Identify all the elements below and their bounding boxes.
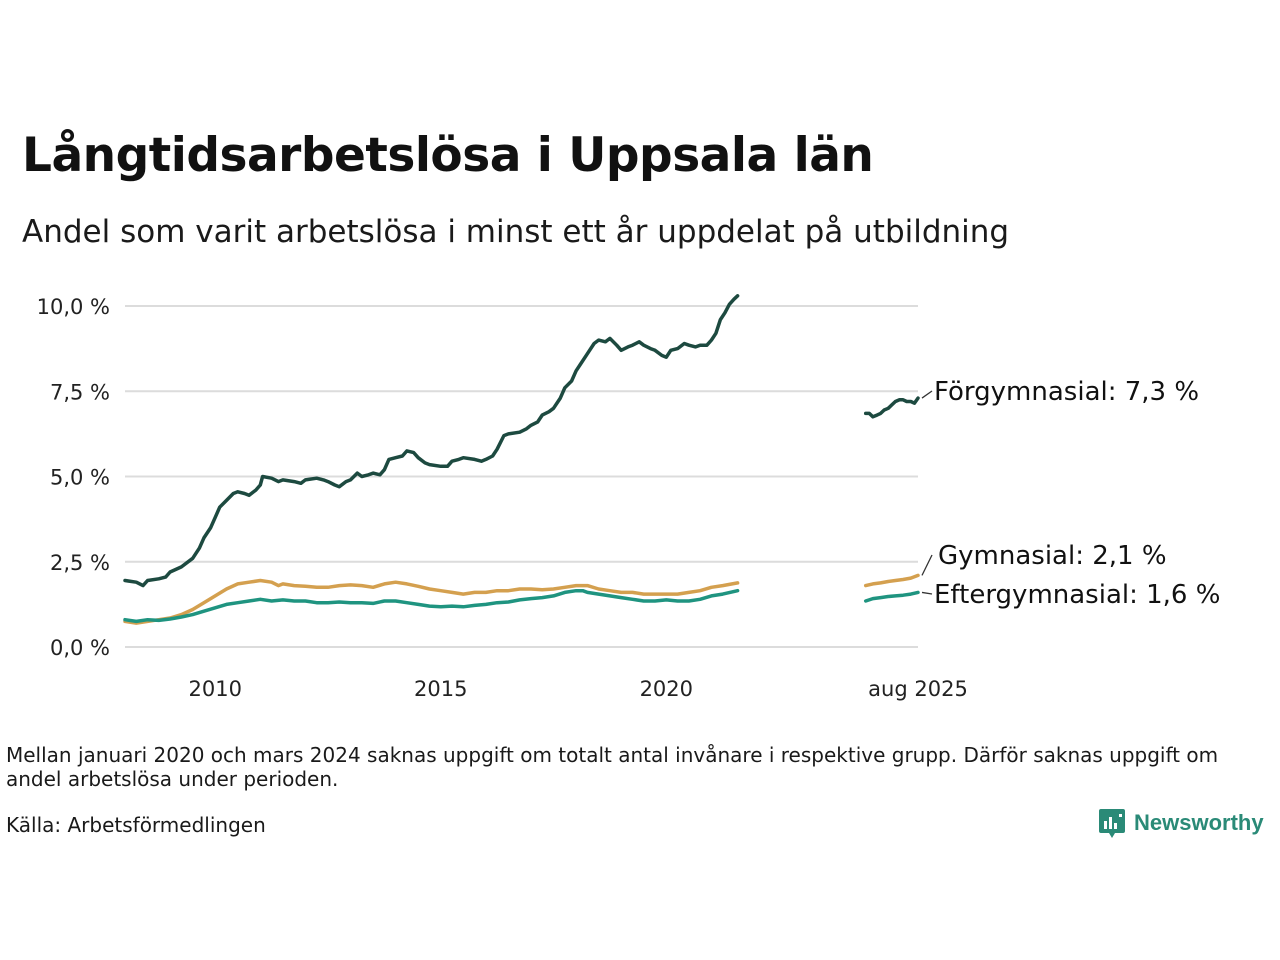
label-leader-line [921,390,933,399]
label-leader-line [921,591,933,595]
y-axis-ticks: 0,0 % 2,5 % 5,0 % 7,5 % 10,0 % [37,295,110,660]
newsworthy-logo: Newsworthy [1098,807,1264,839]
newsworthy-logo-icon [1099,809,1125,838]
series-lines [123,294,920,625]
footnote: Mellan januari 2020 och mars 2024 saknas… [6,743,1219,791]
chart-title: Långtidsarbetslösa i Uppsala län [22,128,874,183]
x-tick-label: 2010 [188,677,241,701]
newsworthy-logo-text: Newsworthy [1134,810,1264,835]
x-tick-label: aug 2025 [868,677,968,701]
series-line-förgymnasial [123,294,740,588]
series-end-labels: Förgymnasial: 7,3 % Gymnasial: 2,1 % Efter… [921,377,1220,610]
end-label-eftergymnasial: Eftergymnasial: 1,6 % [934,580,1220,610]
chart-subtitle: Andel som varit arbetslösa i minst ett å… [22,214,1010,250]
y-tick-label: 7,5 % [50,380,110,404]
series-line-eftergymnasial [863,590,920,603]
x-tick-label: 2015 [414,677,467,701]
end-label-gymnasial: Gymnasial: 2,1 % [938,541,1167,571]
series-line-eftergymnasial [123,588,740,624]
grid-lines [125,305,918,648]
y-tick-label: 5,0 % [50,466,110,490]
series-line-gymnasial [123,578,740,625]
source-note: Källa: Arbetsförmedlingen [6,813,266,837]
y-tick-label: 2,5 % [50,551,110,575]
label-leader-line [921,554,933,576]
x-axis-ticks: 2010 2015 2020 aug 2025 [188,677,967,701]
y-tick-label: 0,0 % [50,636,110,660]
series-line-förgymnasial [863,396,920,419]
end-label-förgymnasial: Förgymnasial: 7,3 % [934,377,1199,407]
y-tick-label: 10,0 % [37,295,110,319]
series-line-gymnasial [863,573,920,588]
x-tick-label: 2020 [640,677,693,701]
line-chart: 0,0 % 2,5 % 5,0 % 7,5 % 10,0 % 2010 2015 2020 a… [37,294,1220,701]
